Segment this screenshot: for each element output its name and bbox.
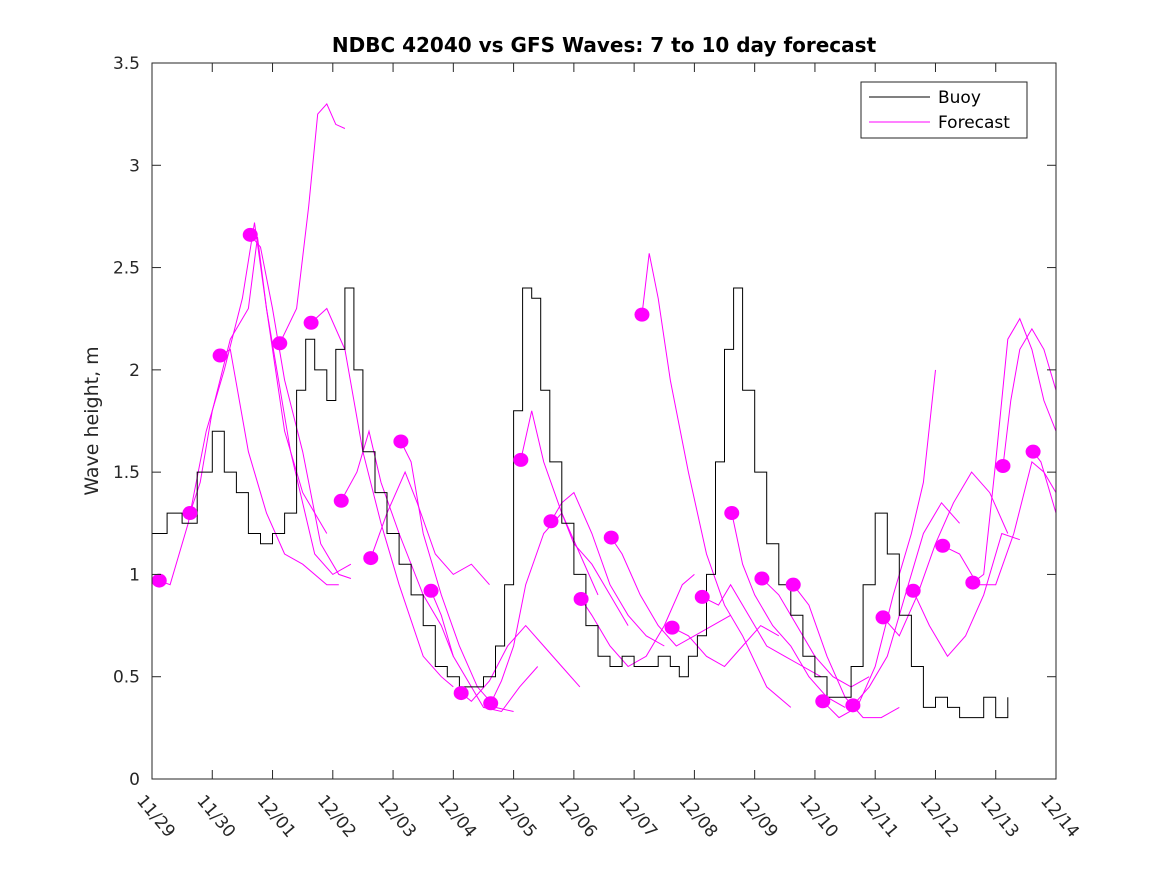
forecast-start-dot — [573, 591, 589, 606]
forecast-start-dot — [483, 696, 499, 711]
y-tick-label: 1 — [129, 565, 140, 585]
forecast-line — [882, 471, 1009, 637]
forecast-line — [731, 512, 846, 708]
forecast-start-dot — [785, 577, 801, 592]
y-tick-label: 3 — [129, 156, 140, 176]
forecast-line — [430, 590, 539, 713]
forecast-line — [310, 307, 454, 688]
forecast-line — [189, 236, 352, 576]
buoy-series-line — [152, 287, 1009, 719]
axes-box — [151, 62, 1057, 780]
forecast-start-dot — [513, 452, 529, 467]
forecast-start-dot — [603, 530, 619, 545]
y-tick-label: 2 — [129, 361, 140, 381]
forecast-line — [912, 532, 1020, 658]
forecast-start-dot — [363, 551, 379, 566]
forecast-start-dot — [333, 493, 349, 508]
forecast-start-dot — [423, 583, 439, 598]
forecast-start-dot — [543, 514, 559, 529]
forecast-start-dot — [845, 698, 861, 713]
legend-label-forecast: Forecast — [938, 113, 1010, 133]
forecast-start-dot — [995, 459, 1011, 474]
forecast-line — [1002, 327, 1057, 467]
y-axis-ticks: 0 0.5 1 1.5 2 2.5 3 3.5 — [113, 54, 1056, 790]
y-tick-label: 2.5 — [113, 259, 140, 279]
forecast-line — [580, 574, 695, 668]
legend: Buoy Forecast — [860, 81, 1028, 139]
forecast-line — [520, 410, 629, 626]
chart-title: NDBC 42040 vs GFS Waves: 7 to 10 day for… — [332, 33, 877, 57]
forecast-line — [249, 234, 352, 579]
y-tick-label: 0 — [129, 770, 140, 790]
forecast-start-dot — [754, 571, 770, 586]
forecast-start-dot — [905, 583, 921, 598]
forecast-start-dot — [965, 575, 981, 590]
forecast-start-dot — [272, 336, 288, 351]
plot-area — [152, 63, 1056, 779]
forecast-start-dot — [875, 610, 891, 625]
forecast-start-dot — [634, 307, 650, 322]
forecast-start-dot — [212, 348, 228, 363]
y-axis-label: Wave height, m — [81, 346, 103, 495]
forecast-line — [610, 537, 731, 647]
forecast-line — [852, 501, 960, 706]
forecast-start-dot — [664, 620, 680, 635]
forecast-start-dot — [724, 506, 740, 521]
forecast-start-markers — [151, 227, 1041, 713]
forecast-start-dot — [182, 506, 198, 521]
y-tick-label: 0.5 — [113, 668, 140, 688]
forecast-start-dot — [393, 434, 409, 449]
forecast-start-dot — [242, 227, 258, 242]
forecast-line — [370, 470, 490, 586]
forecast-start-dot — [935, 538, 951, 553]
forecast-line — [279, 102, 346, 344]
forecast-line — [701, 583, 822, 678]
legend-label-buoy: Buoy — [938, 88, 981, 108]
forecast-start-dot — [815, 694, 831, 709]
y-tick-label: 1.5 — [113, 463, 140, 483]
legend-box — [860, 81, 1028, 139]
forecast-line — [822, 369, 936, 719]
forecast-line — [340, 429, 454, 657]
forecast-start-dot — [1025, 444, 1041, 459]
forecast-line — [460, 624, 581, 702]
forecast-start-dot — [303, 315, 319, 330]
forecast-line — [641, 253, 792, 708]
y-tick-label: 3.5 — [113, 54, 140, 74]
forecast-line — [972, 317, 1057, 583]
buoy-line — [152, 287, 1009, 719]
forecast-line — [550, 491, 665, 647]
forecast-start-dot — [151, 573, 167, 588]
forecast-line — [942, 460, 1057, 586]
forecast-line — [671, 624, 780, 668]
forecast-start-dot — [453, 686, 469, 701]
forecast-start-dot — [694, 589, 710, 604]
